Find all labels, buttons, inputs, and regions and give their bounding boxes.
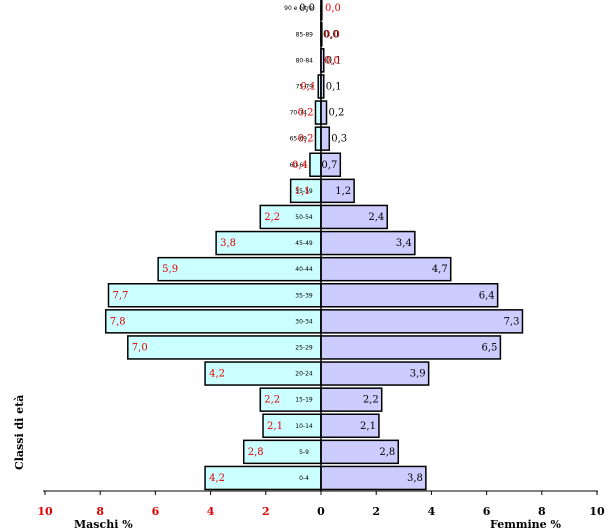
male-value-label: 2,2	[264, 395, 280, 406]
male-bar-30-34	[104, 309, 322, 334]
age-class-label: 80-84	[296, 57, 314, 64]
female-value-label: 1,2	[335, 186, 351, 197]
female-bar-25-29	[320, 335, 502, 360]
female-value-label: 2,4	[368, 212, 384, 223]
x-axis: 10 8 6 4 2 0 2 4 6 8 10	[37, 6, 605, 518]
male-value-label: 0,4	[292, 160, 308, 171]
male-value-label: 7,8	[110, 316, 126, 327]
age-class-label: 60-64	[290, 162, 308, 169]
female-value-label: 0,1	[326, 55, 342, 66]
x-tick-label: 2	[262, 505, 270, 518]
female-value-label: 6,4	[479, 290, 495, 301]
age-class-label: 85-89	[296, 31, 314, 38]
age-class-label: 75-79	[296, 83, 314, 90]
male-value-label: 3,8	[220, 238, 236, 249]
x-tick-label: 8	[538, 505, 546, 518]
x-tick-label: 10	[37, 505, 53, 518]
age-class-label: 35-39	[295, 292, 313, 299]
x-tick-label: 0	[317, 505, 325, 518]
age-class-label: 45-49	[295, 240, 313, 247]
female-value-label: 3,8	[407, 473, 423, 484]
x-tick-label: 6	[483, 505, 491, 518]
male-bar-35-39	[107, 283, 322, 308]
age-class-label: 20-24	[295, 371, 313, 378]
male-value-label: 0,0	[324, 55, 340, 66]
x-tick-label: 4	[428, 505, 436, 518]
female-value-label: 2,8	[379, 447, 395, 458]
male-value-label: 4,2	[209, 369, 225, 380]
female-value-label: 0,2	[329, 108, 345, 119]
age-class-label: 30-34	[295, 318, 313, 325]
male-bar-65-69	[314, 126, 322, 151]
male-value-label: 4,2	[209, 473, 225, 484]
female-value-label: 0,0	[299, 3, 315, 14]
x-tick-label: 2	[372, 505, 380, 518]
female-bar-30-34	[320, 309, 524, 334]
male-value-label: 0,0	[324, 29, 340, 40]
age-class-label: 5-9	[299, 449, 309, 456]
age-class-label: 50-54	[295, 214, 313, 221]
age-class-label: 40-44	[295, 266, 313, 273]
male-value-label: 2,8	[248, 447, 264, 458]
female-value-label: 6,5	[481, 342, 497, 353]
female-value-label: 2,1	[360, 421, 376, 432]
female-value-label: 0,1	[326, 81, 342, 92]
female-value-label: 4,7	[432, 264, 448, 275]
male-value-label: 2,2	[264, 212, 280, 223]
age-class-label: 25-29	[295, 344, 313, 351]
age-class-label: 55-59	[295, 188, 313, 195]
x-tick-label: 4	[207, 505, 215, 518]
male-value-label: 5,9	[162, 264, 178, 275]
male-value-label: 1,1	[295, 186, 311, 197]
male-value-label: 7,0	[132, 342, 148, 353]
female-value-label: 3,4	[396, 238, 412, 249]
age-class-label: 10-14	[295, 423, 313, 430]
male-value-label: 0,1	[300, 81, 316, 92]
female-value-label: 7,3	[504, 316, 520, 327]
x-tick-label: 6	[152, 505, 160, 518]
age-class-label: 15-19	[295, 397, 313, 404]
female-value-label: 0,0	[323, 29, 339, 40]
male-bar-60-64	[309, 152, 322, 177]
age-class-label: 70-74	[290, 110, 308, 117]
age-class-label: 90 e oltre	[284, 5, 313, 12]
female-value-label: 3,9	[410, 369, 426, 380]
female-value-label: 0,3	[331, 134, 347, 145]
x-tick-label: 8	[96, 505, 104, 518]
male-bar-70-74	[314, 100, 322, 125]
male-value-label: 7,7	[112, 290, 128, 301]
female-value-label: 2,2	[363, 395, 379, 406]
x-tick-label: 10	[589, 505, 605, 518]
male-value-label: 0,2	[298, 108, 314, 119]
female-bar-65-69	[320, 126, 331, 151]
female-axis-label: Femmine %	[490, 518, 561, 531]
male-value-label: 2,1	[267, 421, 283, 432]
male-axis-label: Maschi %	[74, 518, 133, 531]
male-bar-25-29	[127, 335, 322, 360]
female-bar-35-39	[320, 283, 499, 308]
female-bar-70-74	[320, 100, 328, 125]
age-class-label: 65-69	[290, 136, 308, 143]
y-axis-label: Classi di età	[13, 395, 26, 470]
male-value-label: 0,2	[298, 134, 314, 145]
female-value-label: 0,7	[321, 160, 337, 171]
age-class-label: 0-4	[299, 475, 309, 482]
labels-layer: 0-4 4,2 3,8 5-9 2,8 2,8 10-14 2,1 2,1 15-19 2,2 2,2…	[110, 3, 520, 484]
male-value-label: 0,0	[325, 3, 341, 14]
bars-layer	[104, 0, 524, 491]
